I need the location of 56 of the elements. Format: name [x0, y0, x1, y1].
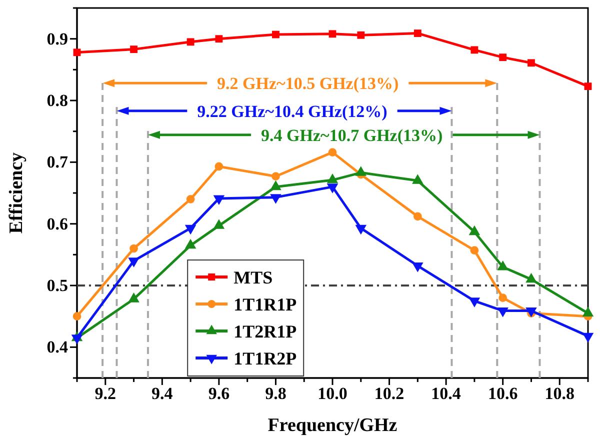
y-tick-label: 0.4 — [46, 338, 68, 357]
annotation: 9.4 GHz~10.7 GHz(13%) — [261, 126, 443, 145]
point — [213, 195, 225, 206]
y-tick-label: 0.6 — [46, 214, 68, 234]
point — [528, 59, 535, 67]
point — [128, 258, 140, 268]
point — [328, 148, 337, 156]
point — [584, 82, 592, 90]
y-tick-label: 0.5 — [46, 276, 68, 295]
x-tick-label: 9.4 — [152, 384, 174, 404]
x-tick-label: 10.0 — [318, 384, 348, 404]
x-tick-label: 10.6 — [488, 384, 518, 404]
point — [215, 35, 223, 43]
point — [326, 184, 338, 194]
point — [186, 38, 194, 46]
point — [468, 298, 480, 308]
point — [214, 162, 224, 171]
point — [130, 244, 138, 253]
point — [272, 172, 280, 181]
legend-label: 1T1R1P — [234, 294, 297, 314]
x-tick-label: 9.2 — [94, 384, 116, 404]
y-axis-title: Efficiency — [6, 152, 27, 234]
x-tick-label: 10.8 — [544, 384, 574, 404]
point — [186, 194, 195, 204]
x-tick-label: 9.6 — [208, 384, 230, 404]
legend-label: MTS — [234, 267, 273, 288]
point — [272, 30, 280, 38]
point — [414, 30, 422, 37]
point — [72, 312, 82, 321]
point — [412, 262, 424, 272]
point — [582, 332, 594, 343]
point — [71, 334, 83, 344]
point — [497, 308, 508, 318]
point — [498, 294, 508, 302]
y-tick-label: 0.7 — [46, 152, 68, 172]
annotation: 9.22 GHz~10.4 GHz(12%) — [197, 102, 388, 121]
x-tick-label: 10.2 — [374, 384, 404, 404]
y-tick-label: 0.9 — [46, 29, 68, 48]
legend-label: 1T2R1P — [234, 321, 297, 342]
legend-label: 1T1R2P — [234, 348, 297, 368]
point — [328, 30, 336, 38]
x-tick-label: 10.4 — [431, 384, 462, 404]
point — [73, 48, 81, 56]
point — [184, 224, 196, 235]
y-tick-label: 0.8 — [46, 90, 68, 110]
x-tick-label: 9.8 — [265, 384, 286, 404]
point — [130, 46, 138, 54]
point — [355, 224, 367, 235]
point — [499, 54, 507, 62]
point — [470, 246, 479, 255]
point — [413, 212, 422, 221]
x-axis-title: Frequency/GHz — [268, 415, 398, 436]
annotation: 9.2 GHz~10.5 GHz(13%) — [217, 74, 399, 94]
point — [357, 31, 365, 39]
point — [470, 46, 478, 54]
point — [270, 194, 282, 204]
